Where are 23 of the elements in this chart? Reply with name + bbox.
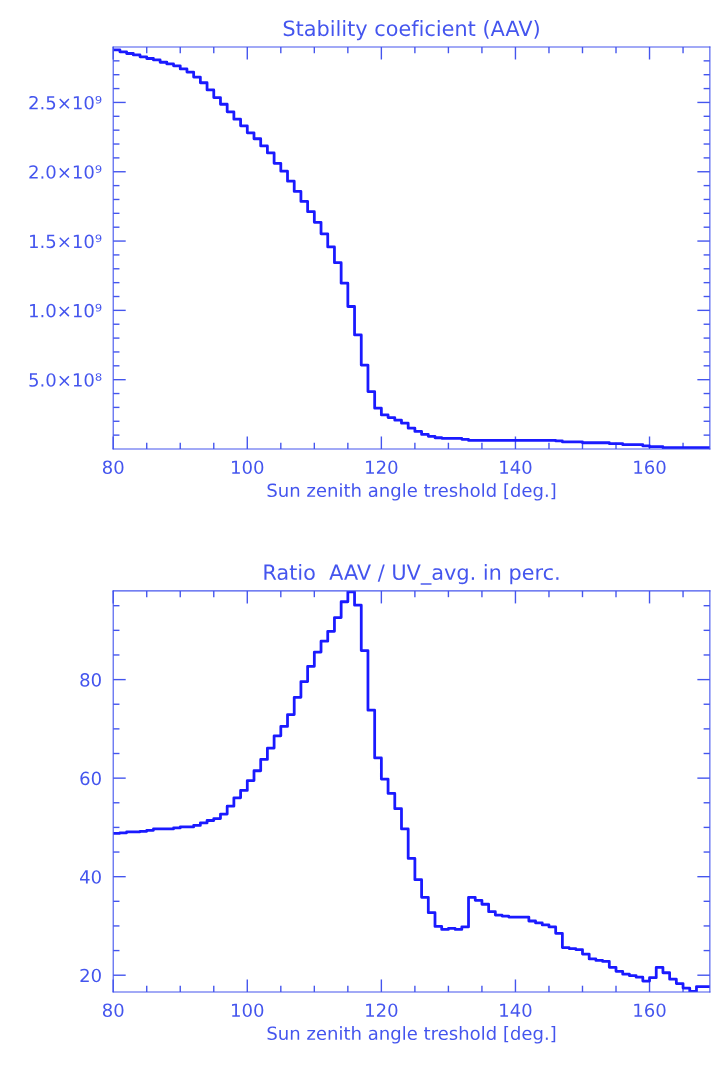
x-tick-label: 160 [634, 460, 666, 475]
chart-title: Ratio AAV / UV_avg. in perc. [264, 563, 559, 585]
x-tick-label: 140 [500, 1003, 532, 1018]
x-tick-label: 140 [500, 460, 532, 475]
y-tick-label: 40 [80, 870, 101, 884]
x-tick-label: 80 [102, 1003, 124, 1018]
y-tick-label: 60 [80, 771, 101, 786]
y-tick-label: 5.0×10⁸ [29, 373, 102, 387]
chart-title: Stability coeficient (AAV) [283, 20, 539, 41]
y-tick-label: 20 [80, 968, 101, 983]
x-axis-title: Sun zenith angle treshold [deg.] [267, 483, 556, 501]
x-tick-label: 100 [232, 1003, 264, 1018]
x-tick-label: 160 [634, 1003, 666, 1018]
y-tick-label: 2.5×10⁹ [29, 95, 102, 110]
y-tick-label: 1.0×10⁹ [30, 303, 102, 318]
y-tick-label: 2.0×10⁹ [29, 165, 102, 179]
x-tick-label: 120 [366, 1003, 398, 1018]
y-tick-label: 80 [80, 673, 101, 687]
y-tick-label: 1.5×10⁹ [30, 234, 102, 249]
x-axis-title: Sun zenith angle treshold [deg.] [267, 1026, 556, 1044]
x-tick-label: 80 [102, 460, 124, 475]
x-tick-label: 120 [366, 460, 398, 475]
x-tick-label: 100 [232, 460, 264, 475]
